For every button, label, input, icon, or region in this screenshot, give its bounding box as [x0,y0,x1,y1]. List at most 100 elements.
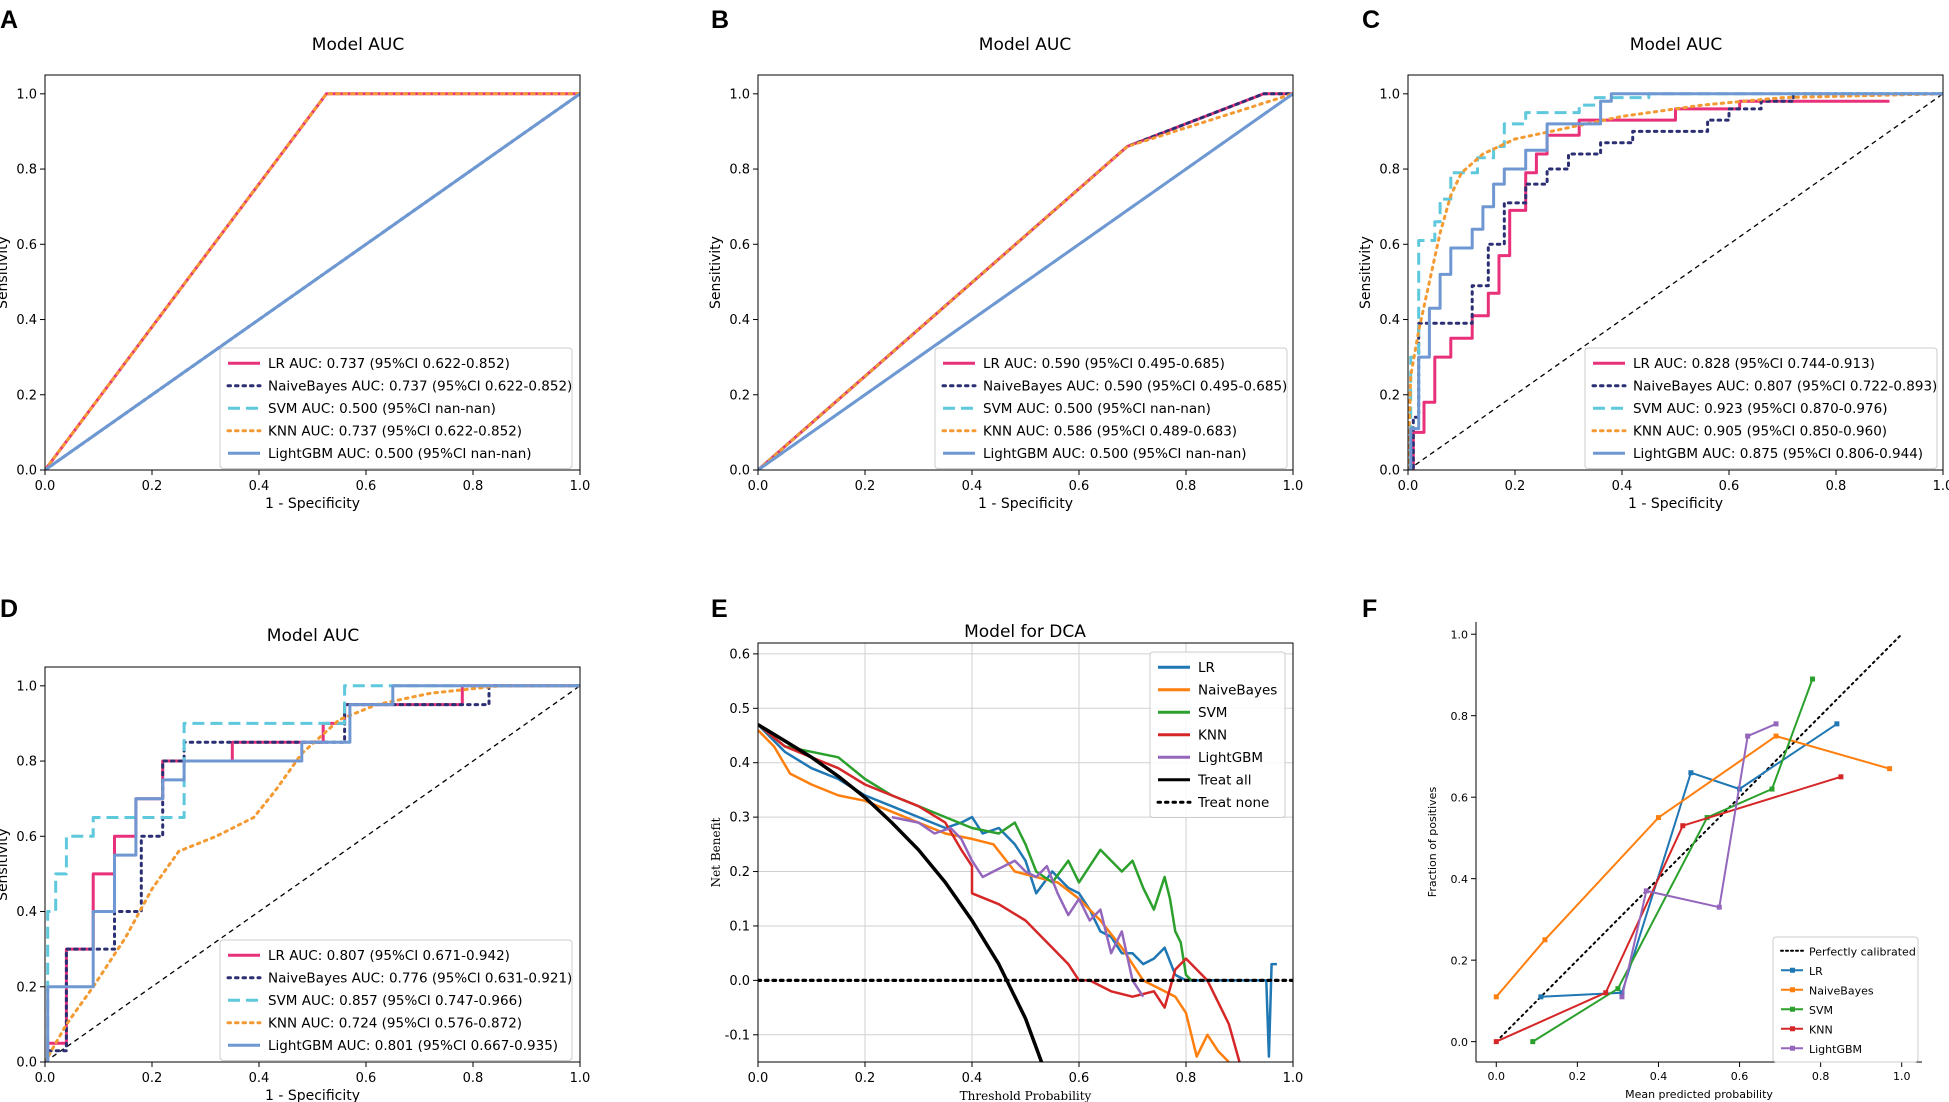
data-point-marker [1542,937,1548,943]
panel-a: A Model AUC 0.0 0.2 0.4 0.6 0.8 1.0 0.0 0.2 0.4 0.6… [0,6,590,512]
y-tick-label: 1.0 [1451,629,1469,642]
panel-e: E Model for DCA 0.0 0.2 0.4 0.6 0.8 1.0 -0.1 0.0 0… [709,595,1303,1102]
series-line-svm [45,684,580,1062]
legend-entry-label: KNN AUC: 0.724 (95%CI 0.576-0.872) [268,1015,522,1031]
legend-entry-label: KNN AUC: 0.737 (95%CI 0.622-0.852) [268,423,522,439]
legend-box [1149,651,1286,818]
y-axis-label: Sensitivity [708,236,724,309]
x-tick-label: 0.6 [1731,1070,1749,1083]
x-tick-label: 0.6 [356,479,377,494]
series-group [758,723,1293,1062]
x-tick-label: 0.8 [1812,1070,1830,1083]
y-tick-label: 0.0 [1451,1036,1469,1049]
x-tick-label: 0.0 [748,479,769,494]
y-axis-label: Sensitivity [0,236,11,309]
y-tick-label: 0.4 [729,756,750,771]
legend-entry-label: Treat none [1197,795,1269,811]
y-tick-label: 0.2 [1379,388,1400,403]
legend: LR AUC: 0.828 (95%CI 0.744-0.913) NaiveBa… [1584,347,1938,469]
x-tick-label: 0.8 [1826,479,1847,494]
series-line-naivebayes [1408,92,1943,470]
x-tick-label: 0.8 [1176,1071,1197,1086]
legend-entry-label: KNN [1198,727,1227,743]
data-point-marker [1615,986,1621,992]
series-line-lightgbm [1621,722,1777,998]
y-tick-label: -0.1 [725,1028,750,1043]
legend-entry-label: LR AUC: 0.737 (95%CI 0.622-0.852) [268,356,510,372]
legend: LR AUC: 0.737 (95%CI 0.622-0.852) NaiveBa… [219,347,573,469]
series-line-knn [758,723,1241,1062]
legend: LR AUC: 0.590 (95%CI 0.495-0.685) NaiveBa… [934,347,1288,469]
series-line-knn [45,92,580,470]
y-tick-label: 1.0 [729,87,750,102]
legend-entry-label: LightGBM [1809,1043,1862,1056]
x-axis-label: 1 - Specificity [1628,496,1723,512]
x-axis-label: Threshold Probability [960,1089,1092,1102]
x-tick-label: 0.8 [463,479,484,494]
series-group [45,92,580,470]
panel-c: C Model AUC 0.0 0.2 0.4 0.6 0.8 1.0 0.0 0.2 0.4 0.6… [1358,6,1949,512]
legend-entry-label: KNN AUC: 0.905 (95%CI 0.850-0.960) [1633,423,1887,439]
x-tick-label: 0.6 [1069,479,1090,494]
legend-entry-label: SVM [1198,705,1227,721]
legend-entry-label: NaiveBayes AUC: 0.590 (95%CI 0.495-0.685… [983,378,1287,394]
x-tick-label: 0.6 [1719,479,1740,494]
y-tick-label: 0.6 [729,647,750,662]
legend: Perfectly calibrated LR NaiveBayes SVM KNN Li… [1772,936,1919,1063]
x-tick-label: 0.4 [249,479,270,494]
data-point-marker [1745,733,1751,739]
y-tick-label: 0.0 [16,1056,37,1071]
legend-box [219,939,573,1061]
chart-title: Model AUC [267,626,359,646]
panel-letter: C [1362,6,1380,34]
series-group [1408,92,1943,470]
chart-title: Model AUC [979,35,1071,55]
y-tick-label: 0.0 [729,974,750,989]
legend: LR AUC: 0.807 (95%CI 0.671-0.942) NaiveBa… [219,939,573,1061]
y-tick-label: 0.4 [16,313,37,328]
x-tick-label: 0.4 [249,1071,270,1086]
x-tick-label: 0.0 [35,479,56,494]
legend-marker [1790,987,1795,993]
y-tick-label: 0.5 [729,702,750,717]
data-point-marker [1810,676,1816,682]
data-point-marker [1619,994,1625,1000]
y-tick-label: 0.4 [729,313,750,328]
legend-marker [1790,1006,1795,1012]
legend-entry-label: LR AUC: 0.828 (95%CI 0.744-0.913) [1633,356,1875,372]
panel-letter: F [1362,595,1377,623]
x-axis-label: 1 - Specificity [978,496,1073,512]
axes-frame [757,74,1294,471]
data-point-marker [1603,990,1609,996]
x-tick-label: 0.2 [142,1071,163,1086]
y-tick-label: 0.2 [1451,955,1469,968]
diagonal-reference-line [44,685,581,1063]
legend: LR NaiveBayes SVM KNN LightGBM Treat all Treat… [1149,651,1286,818]
data-point-marker [1769,786,1775,792]
grid-lines [757,643,1294,1062]
legend-entry-label: LightGBM AUC: 0.801 (95%CI 0.667-0.935) [268,1038,558,1054]
y-tick-label: 0.3 [729,811,750,826]
legend-entry-label: LR [1809,965,1823,978]
legend-entry-label: SVM [1809,1004,1833,1017]
series-line-naivebayes [758,92,1293,470]
legend-box [1584,347,1938,469]
series-group [758,92,1293,470]
series-line-lightgbm [758,92,1293,470]
series-line-knn [1408,92,1943,470]
x-tick-label: 1.0 [1283,479,1304,494]
x-tick-label: 0.0 [1488,1070,1506,1083]
chart-title: Model AUC [1630,35,1722,55]
series-line-svm [1532,678,1814,1043]
chart-title: Model for DCA [964,622,1086,642]
x-tick-label: 0.4 [1612,479,1633,494]
axes-frame [757,642,1294,1063]
data-point-marker [1834,721,1840,727]
series-line-lightgbm [45,684,580,1062]
x-tick-label: 1.0 [1283,1071,1304,1086]
x-tick-label: 0.2 [855,1071,876,1086]
y-tick-label: 1.0 [1379,87,1400,102]
series-line-lr [1408,99,1890,470]
x-tick-label: 0.2 [855,479,876,494]
y-tick-label: 0.6 [1451,792,1469,805]
